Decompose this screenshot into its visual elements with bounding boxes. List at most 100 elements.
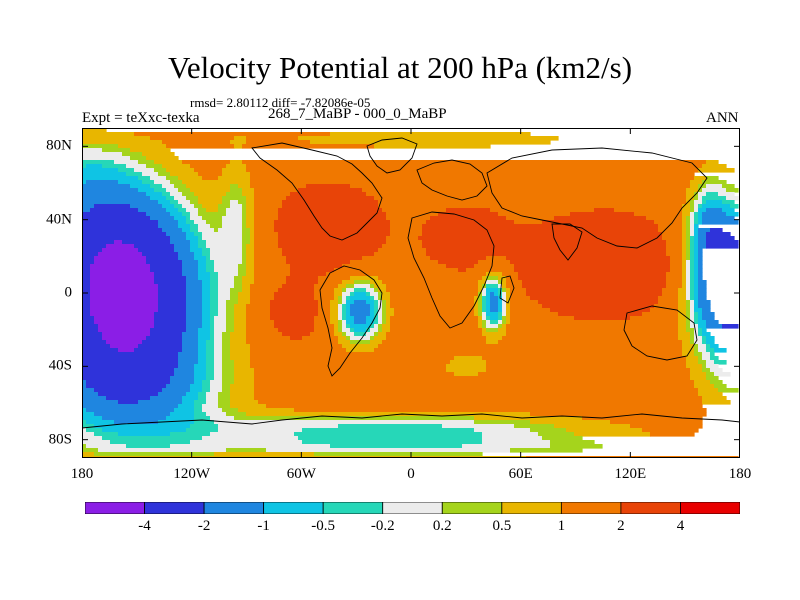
field-cell: [274, 296, 315, 301]
field-cell: [254, 392, 699, 397]
field-cell: [254, 212, 279, 217]
field-cell: [698, 236, 707, 241]
field-cell: [314, 452, 483, 457]
field-cell: [346, 304, 351, 309]
field-cell: [222, 360, 235, 365]
field-cell: [206, 244, 243, 249]
field-cell: [246, 308, 271, 313]
field-cell: [386, 300, 391, 305]
field-cell: [426, 252, 667, 257]
field-cell: [274, 220, 391, 225]
field-cell: [162, 204, 175, 209]
field-cell: [338, 320, 343, 325]
experiment-label: Expt = teXxc-texka: [82, 110, 200, 126]
field-cell: [474, 264, 515, 269]
field-cell: [698, 332, 703, 337]
field-cell: [214, 336, 223, 341]
field-cell: [226, 320, 235, 325]
field-cell: [706, 348, 715, 353]
field-cell: [374, 308, 379, 313]
field-cell: [694, 224, 699, 229]
field-cell: [690, 272, 695, 277]
field-cell: [482, 312, 487, 317]
field-cell: [174, 372, 195, 377]
field-cell: [294, 432, 483, 437]
field-cell: [254, 192, 291, 197]
field-cell: [686, 288, 691, 293]
field-cell: [574, 432, 651, 437]
field-cell: [230, 292, 239, 297]
field-cell: [198, 344, 207, 349]
field-cell: [254, 376, 691, 381]
field-cell: [118, 400, 139, 405]
field-cell: [482, 304, 487, 309]
field-cell: [510, 316, 575, 321]
field-cell: [82, 196, 151, 201]
field-cell: [210, 288, 219, 293]
field-cell: [222, 172, 251, 177]
field-cell: [206, 344, 215, 349]
field-cell: [682, 232, 687, 237]
field-cell: [490, 316, 499, 321]
colorbar-swatch: [263, 502, 324, 514]
field-cell: [206, 376, 215, 381]
field-cell: [690, 296, 695, 301]
field-cell: [190, 440, 303, 445]
field-cell: [230, 188, 243, 193]
field-cell: [222, 344, 231, 349]
field-cell: [250, 344, 343, 349]
field-cell: [266, 404, 703, 409]
field-cell: [346, 296, 351, 301]
field-cell: [334, 296, 339, 301]
field-cell: [486, 304, 491, 309]
field-cell: [486, 292, 491, 297]
field-cell: [82, 260, 95, 265]
field-cell: [202, 216, 223, 221]
field-cell: [166, 196, 175, 201]
field-cell: [702, 352, 711, 357]
field-cell: [250, 180, 691, 185]
field-cell: [234, 312, 247, 317]
colorbar-swatch: [441, 502, 503, 514]
field-cell: [190, 188, 231, 193]
field-cell: [678, 328, 687, 333]
field-cell: [170, 240, 191, 245]
field-cell: [506, 304, 511, 309]
field-cell: [186, 316, 203, 321]
field-cell: [138, 176, 151, 181]
field-cell: [194, 380, 203, 385]
field-cell: [82, 308, 91, 313]
field-cell: [250, 184, 307, 189]
colorbar-level-label: 0.2: [432, 518, 452, 534]
field-cell: [206, 240, 243, 245]
field-cell: [382, 324, 391, 329]
field-cell: [178, 356, 199, 361]
field-cell: [254, 188, 299, 193]
field-cell: [486, 324, 499, 329]
field-cell: [698, 260, 703, 265]
field-cell: [378, 200, 687, 205]
field-cell: [298, 188, 363, 193]
field-cell: [186, 428, 219, 433]
colorbar-swatch: [322, 502, 384, 514]
colorbar-level-label: 1: [557, 518, 566, 534]
field-cell: [210, 312, 219, 317]
field-cell: [642, 428, 699, 433]
field-cell: [718, 192, 735, 197]
field-cell: [158, 220, 179, 225]
field-cell: [170, 432, 211, 437]
field-cell: [158, 284, 187, 289]
field-cell: [94, 316, 155, 321]
field-cell: [206, 264, 215, 269]
field-cell: [198, 264, 207, 269]
field-cell: [686, 268, 691, 273]
field-cell: [682, 248, 687, 253]
colorbar-level-label: 2: [617, 518, 625, 534]
colorbar-level-label: 4: [676, 518, 685, 534]
field-cell: [698, 304, 711, 309]
field-cell: [118, 348, 135, 353]
field-cell: [150, 396, 183, 401]
field-cell: [698, 288, 707, 293]
field-cell: [186, 292, 203, 297]
field-cell: [318, 300, 331, 305]
